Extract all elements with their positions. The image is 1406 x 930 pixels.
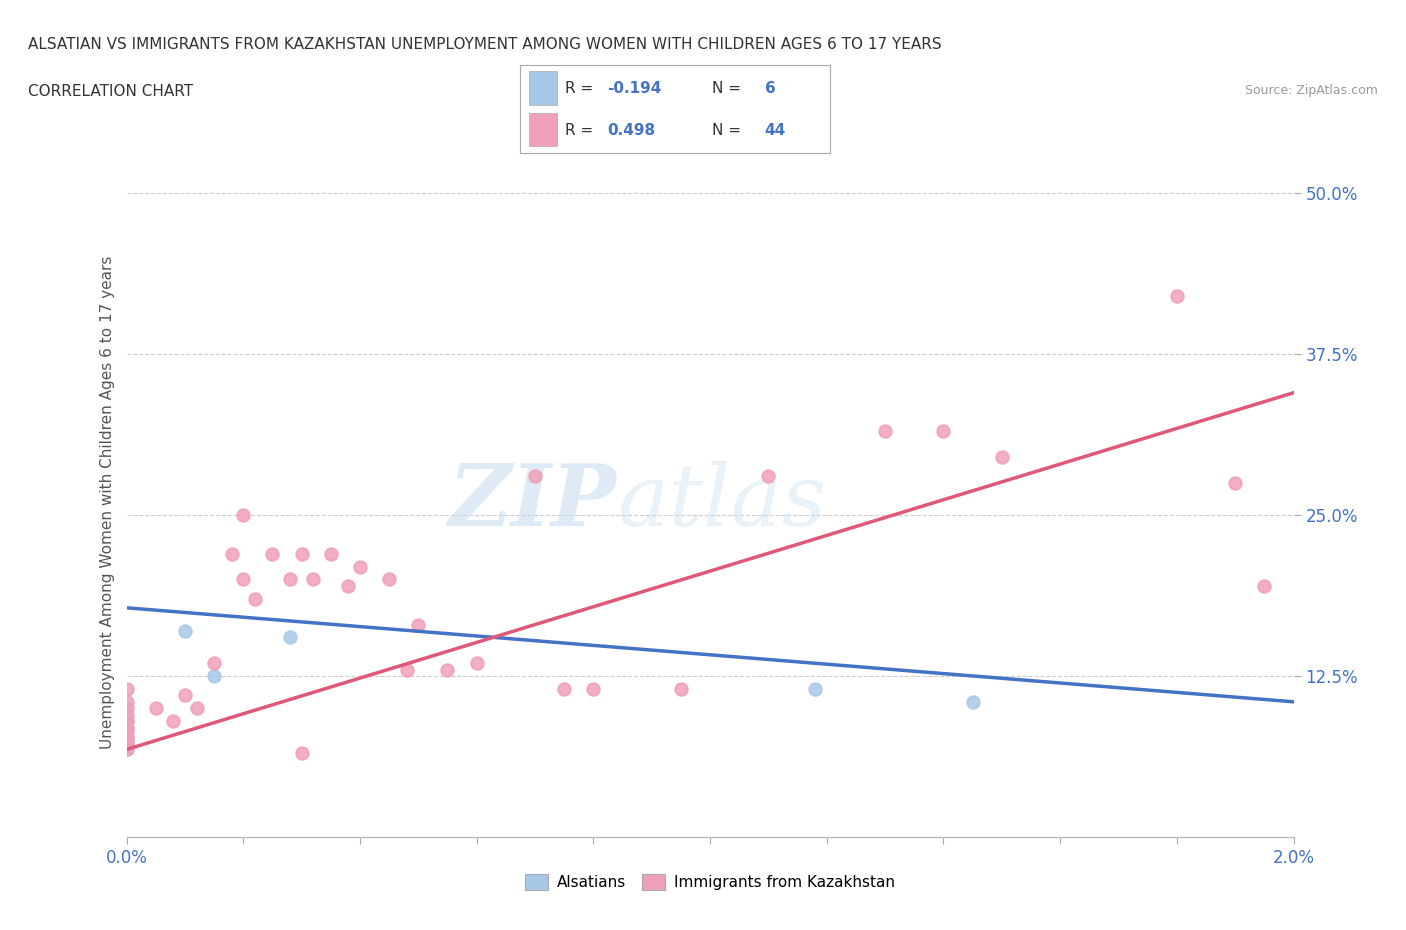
Point (337, 578, 360, 593)
Text: 44: 44 (765, 123, 786, 138)
Point (115, 713, 138, 728)
Point (243, 591, 266, 606)
Bar (530, 72, 557, 105)
Point (378, 572, 401, 587)
Point (262, 546, 284, 561)
Point (115, 682, 138, 697)
Point (115, 733, 138, 748)
Text: N =: N = (711, 123, 741, 138)
Text: CORRELATION CHART: CORRELATION CHART (28, 84, 193, 99)
Point (115, 733, 138, 748)
Point (174, 623, 197, 638)
Point (990, 450, 1012, 465)
Point (1223, 475, 1247, 490)
Point (115, 707, 138, 722)
Point (186, 701, 208, 716)
Point (962, 695, 984, 710)
Point (553, 682, 575, 697)
Point (873, 424, 897, 439)
Point (115, 742, 138, 757)
Point (319, 546, 342, 561)
Point (115, 695, 138, 710)
Text: N =: N = (711, 81, 741, 96)
Point (278, 572, 301, 587)
Point (115, 724, 138, 738)
Point (465, 656, 488, 671)
Point (436, 662, 458, 677)
Point (115, 720, 138, 735)
Point (115, 720, 138, 735)
Point (349, 559, 371, 574)
Point (174, 688, 197, 703)
Point (669, 682, 692, 697)
Point (408, 618, 430, 632)
Point (232, 508, 254, 523)
Point (202, 669, 225, 684)
Point (804, 682, 827, 697)
Legend: Alsatians, Immigrants from Kazakhstan: Alsatians, Immigrants from Kazakhstan (519, 868, 901, 897)
Point (115, 737, 138, 751)
Point (756, 469, 779, 484)
Text: ALSATIAN VS IMMIGRANTS FROM KAZAKHSTAN UNEMPLOYMENT AMONG WOMEN WITH CHILDREN AG: ALSATIAN VS IMMIGRANTS FROM KAZAKHSTAN U… (28, 37, 942, 52)
Text: Source: ZipAtlas.com: Source: ZipAtlas.com (1244, 84, 1378, 97)
Point (1253, 578, 1275, 593)
Point (162, 713, 184, 728)
Point (115, 701, 138, 716)
Point (302, 572, 325, 587)
Point (115, 729, 138, 744)
Text: 6: 6 (765, 81, 775, 96)
Text: R =: R = (565, 81, 593, 96)
Point (1166, 288, 1188, 303)
Point (202, 656, 225, 671)
Text: 0.498: 0.498 (607, 123, 655, 138)
Point (395, 662, 418, 677)
Point (115, 737, 138, 751)
Y-axis label: Unemployment Among Women with Children Ages 6 to 17 years: Unemployment Among Women with Children A… (100, 256, 115, 749)
Bar (530, 113, 557, 146)
Point (582, 682, 605, 697)
Point (221, 546, 243, 561)
Point (145, 701, 167, 716)
Point (115, 742, 138, 757)
Text: atlas: atlas (617, 461, 825, 543)
Point (232, 572, 254, 587)
Text: R =: R = (565, 123, 593, 138)
Point (523, 469, 546, 484)
Point (278, 630, 301, 644)
Point (932, 424, 955, 439)
Text: ZIP: ZIP (449, 460, 617, 544)
Point (290, 546, 312, 561)
Point (115, 729, 138, 744)
Point (115, 713, 138, 728)
Point (290, 746, 312, 761)
Text: -0.194: -0.194 (607, 81, 661, 96)
